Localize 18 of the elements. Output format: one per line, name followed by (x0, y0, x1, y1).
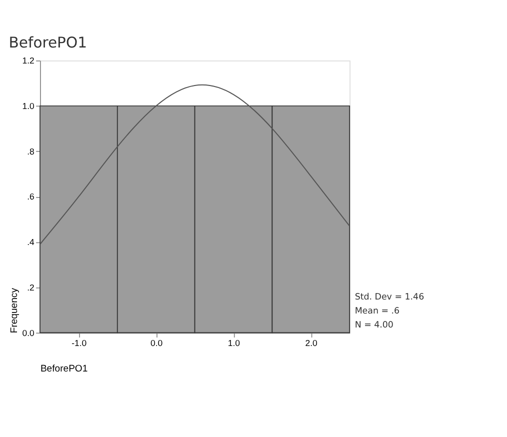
y-tick-label: 0.0 (22, 328, 35, 338)
y-axis-title: Frequency (9, 288, 20, 334)
y-tick-label: .8 (27, 146, 35, 156)
text: Mean = .6 (354, 306, 400, 317)
text: N = 4.00 (354, 320, 394, 330)
line-series (40, 84, 350, 245)
x-tick-label: 2.0 (305, 338, 318, 348)
y-tick-label: 1.0 (22, 100, 35, 111)
chart-title: BeforePO1 (8, 34, 87, 52)
text: Std. Dev = 1.46 (354, 292, 424, 303)
y-tick-label: .2 (27, 282, 35, 292)
x-axis-title: BeforePO1 (40, 363, 88, 374)
y-tick-label: 1.2 (22, 56, 35, 66)
x-tick-label: -1.0 (72, 338, 87, 348)
y-tick-label: .4 (27, 237, 35, 248)
x-tick-label: 1.0 (228, 338, 240, 348)
x-tick-label: 0.0 (150, 338, 163, 348)
y-tick-label: .6 (27, 192, 35, 202)
